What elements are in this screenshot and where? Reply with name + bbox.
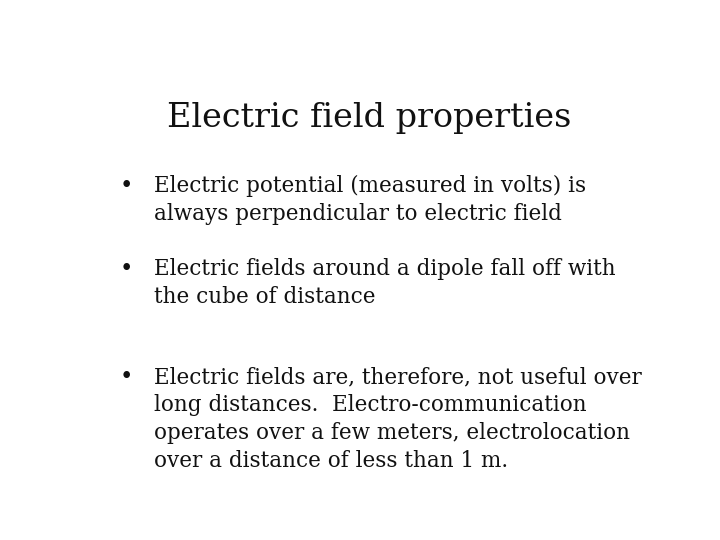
Text: •: • <box>120 258 133 280</box>
Text: •: • <box>120 175 133 197</box>
Text: •: • <box>120 366 133 388</box>
Text: Electric fields are, therefore, not useful over
long distances.  Electro-communi: Electric fields are, therefore, not usef… <box>154 366 642 472</box>
Text: Electric field properties: Electric field properties <box>167 102 571 134</box>
Text: Electric potential (measured in volts) is
always perpendicular to electric field: Electric potential (measured in volts) i… <box>154 175 586 225</box>
Text: Electric fields around a dipole fall off with
the cube of distance: Electric fields around a dipole fall off… <box>154 258 616 308</box>
